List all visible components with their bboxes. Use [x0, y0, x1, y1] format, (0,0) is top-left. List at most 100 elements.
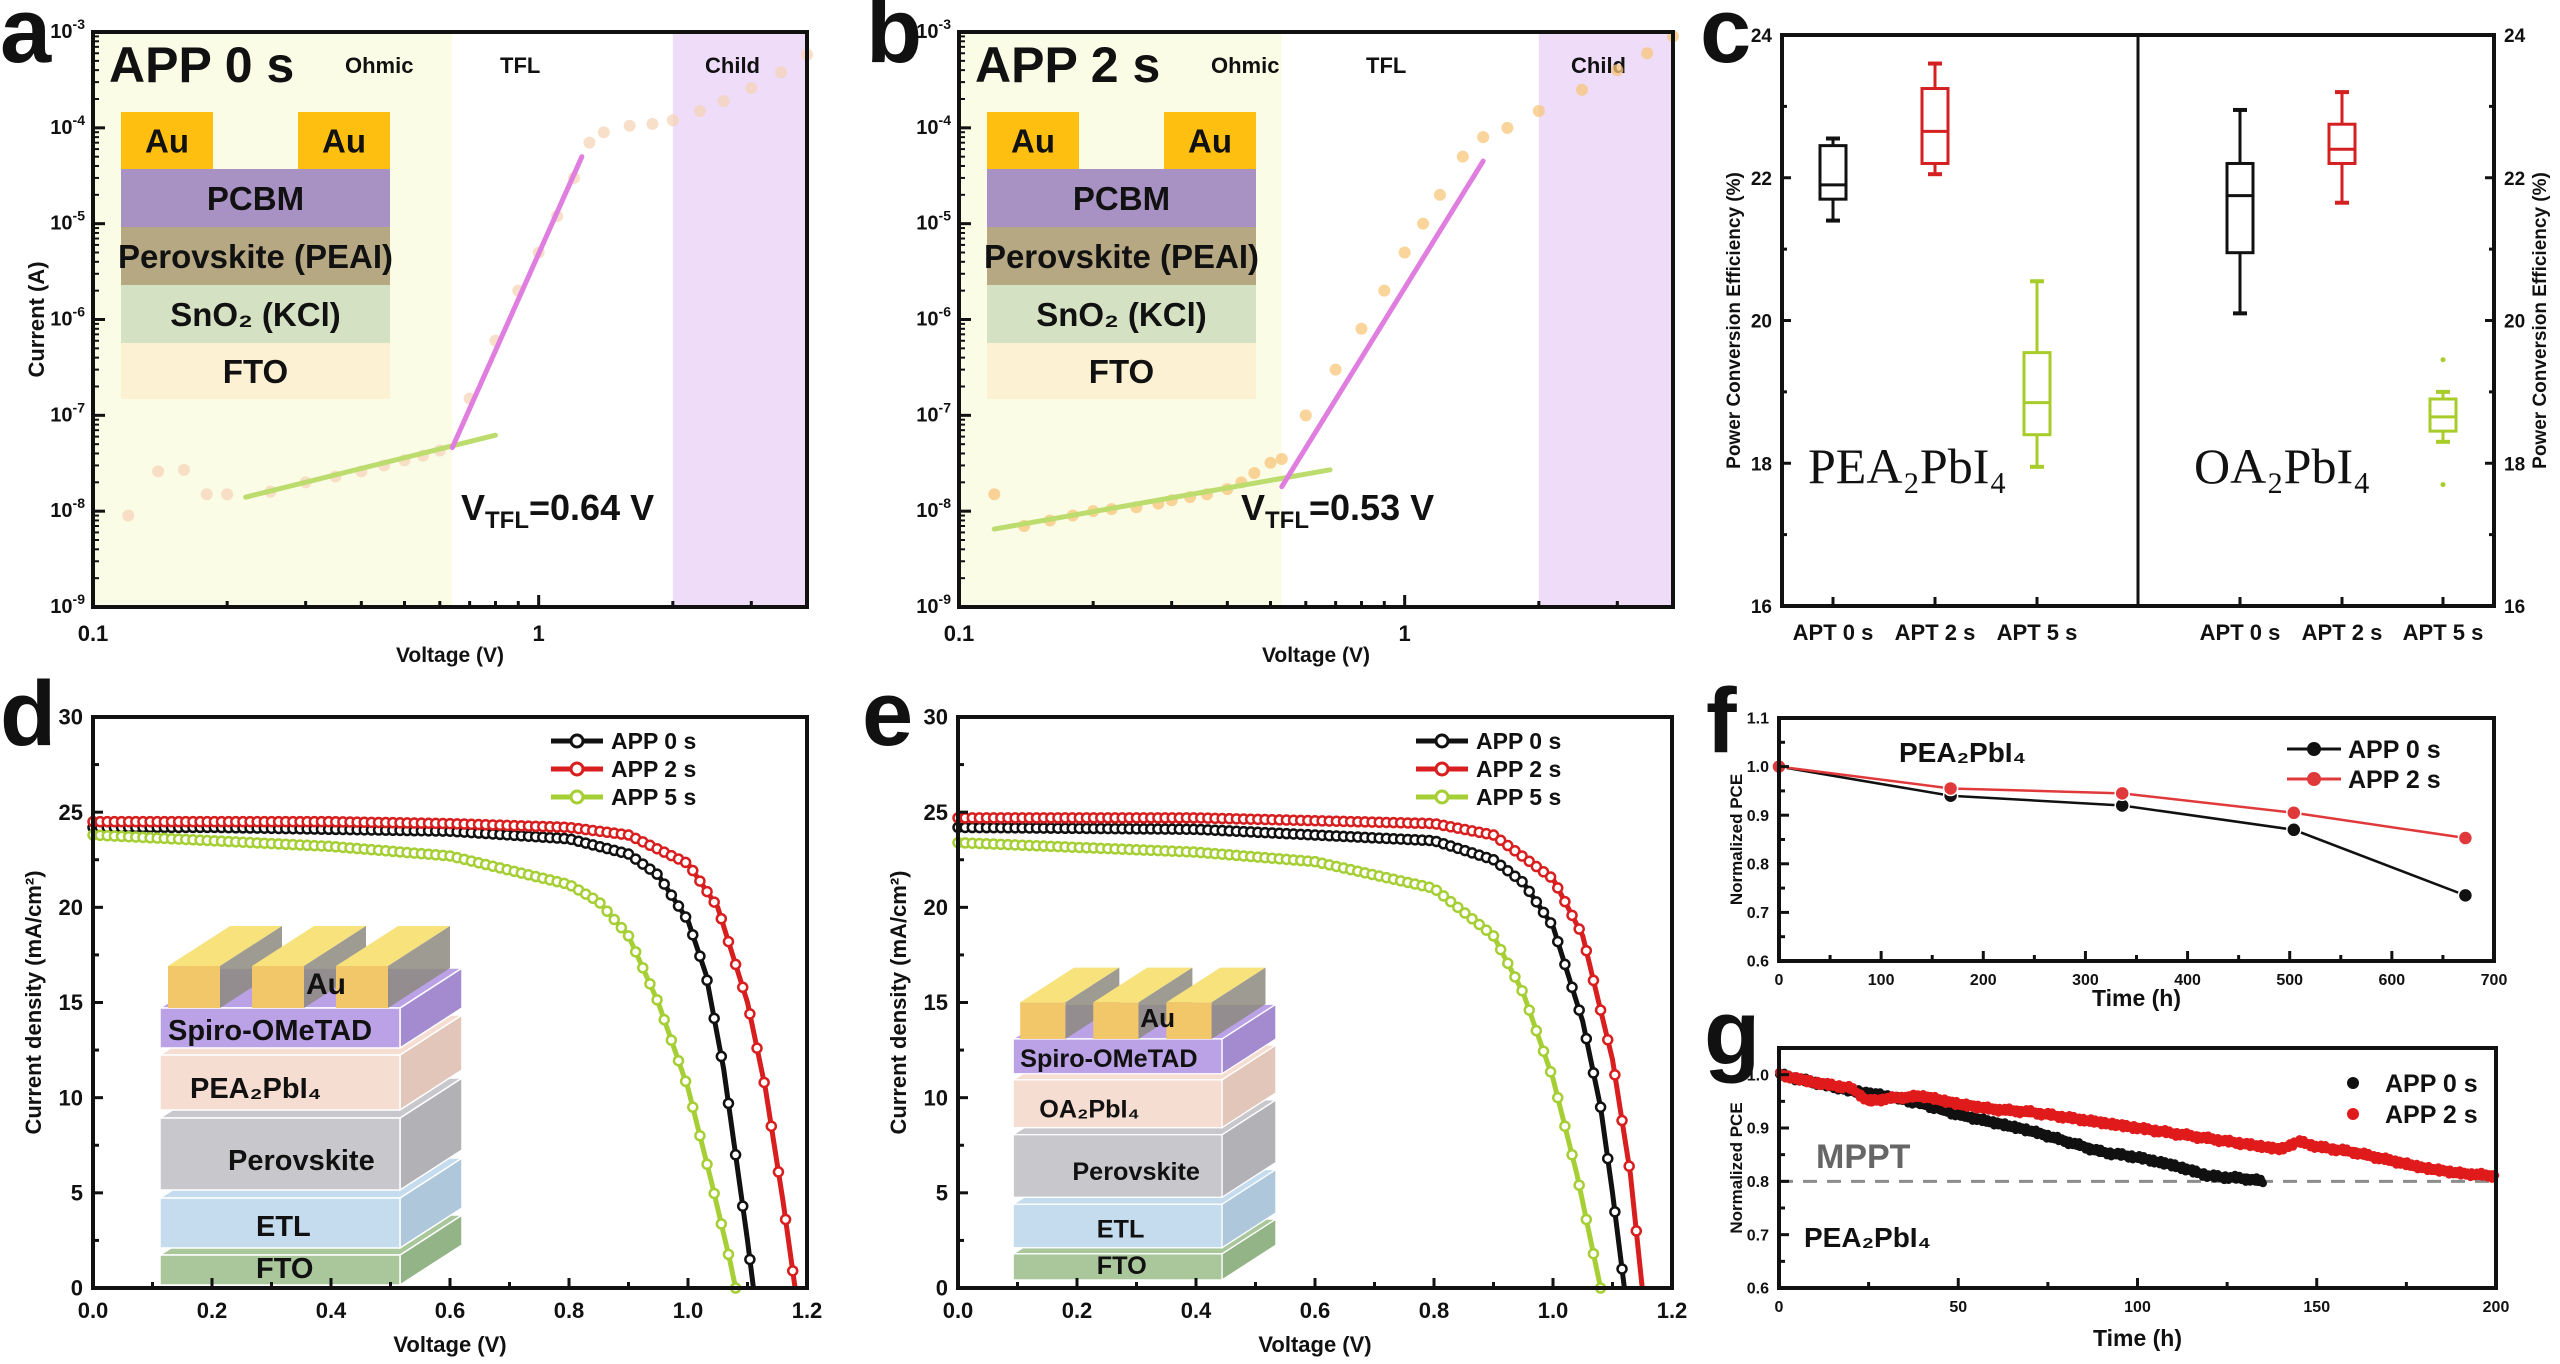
inset-layer-label: Au: [1140, 1003, 1175, 1033]
tick-base: 10: [50, 596, 72, 618]
data-marker: [1573, 1004, 1585, 1016]
data-marker: [1573, 923, 1585, 935]
y-tick-label: 10-7: [916, 399, 951, 426]
y-axis-label: Current density (mA/cm²): [21, 870, 46, 1134]
category-label: APT 0 s: [2200, 620, 2281, 645]
inset-layer-label: Au: [306, 968, 346, 1001]
data-marker: [715, 1218, 728, 1230]
electrode-top: [168, 926, 282, 966]
data-marker: [1609, 1069, 1621, 1081]
data-marker: [1616, 1114, 1628, 1127]
data-marker: [1487, 854, 1500, 866]
data-marker: [1473, 918, 1485, 931]
x-tick-label: 0: [1775, 972, 1784, 989]
region-tfl: [452, 32, 673, 607]
data-marker: [679, 911, 692, 923]
y-tick-label: 16: [1751, 597, 1772, 618]
data-marker: [744, 1008, 756, 1020]
fit-line-tfl: [449, 154, 585, 451]
group-label: PEA₂PbI₄: [1808, 438, 2007, 494]
data-marker: [701, 885, 713, 898]
x-tick-label: 50: [1949, 1299, 1967, 1316]
x-tick-label: 400: [2174, 972, 2201, 989]
y-axis-label-right: Power Conversion Efficiency (%): [2530, 172, 2551, 469]
data-marker: [1459, 907, 1471, 919]
inset-layer-label: OA₂PbI₄: [1039, 1095, 1139, 1123]
electrode-front: [168, 966, 220, 1008]
data-point: [988, 488, 1001, 501]
box-iqr: [1818, 144, 1848, 201]
inset-layer-label: SnO₂ (KCl): [1036, 296, 1206, 333]
series-app-2-s: [1771, 758, 2474, 846]
category-label: APT 5 s: [2403, 620, 2484, 645]
data-marker: [722, 1248, 735, 1261]
inset-layer: [987, 169, 1256, 227]
data-point: [122, 509, 135, 522]
inset-layer-label: Au: [322, 123, 366, 160]
layer-front: [1012, 1253, 1223, 1281]
tick-exponent: -5: [73, 208, 86, 224]
tick-exponent: -5: [939, 208, 952, 224]
tick-base: 10: [50, 21, 72, 43]
tick-exponent: -7: [939, 399, 952, 415]
region-label: TFL: [500, 53, 540, 78]
tick-exponent: -6: [73, 304, 86, 320]
series-app-2-s: [952, 812, 1645, 1289]
x-axis-label: Time (h): [2092, 985, 2181, 1011]
y-tick-label-right: 20: [2504, 312, 2525, 333]
plot-frame: [1777, 716, 2496, 963]
panel-title: APP 2 s: [975, 37, 1160, 93]
x-tick-label: 200: [1970, 972, 1997, 989]
vtfl-value: =0.53 V: [1309, 487, 1434, 528]
category-label: APT 0 s: [1793, 620, 1874, 645]
data-marker: [1494, 943, 1507, 956]
data-marker: [736, 1200, 749, 1212]
legend-marker: [1434, 761, 1450, 777]
series-app-5-s: [952, 836, 1607, 1294]
data-point: [583, 136, 596, 149]
inset-layer: [121, 227, 390, 285]
data-point: [775, 66, 788, 79]
data-point: [693, 104, 706, 117]
data-marker: [687, 864, 699, 877]
inset-layer-label: Perovskite: [228, 1145, 375, 1177]
x-tick-label: 0.8: [1419, 1298, 1450, 1323]
data-marker: [701, 974, 713, 987]
inset-layer: [121, 112, 213, 169]
data-marker: [687, 929, 699, 941]
region-label: Ohmic: [345, 53, 413, 78]
data-marker: [1587, 1067, 1600, 1079]
data-marker: [679, 856, 692, 869]
legend-label: APP 2 s: [2348, 766, 2441, 794]
category-label: APT 5 s: [1997, 620, 2078, 645]
box-apt-0-s: [2225, 107, 2255, 316]
data-marker: [1566, 981, 1578, 994]
vtfl-subscript: TFL: [485, 507, 529, 534]
data-marker: [1516, 984, 1528, 997]
data-point: [1299, 409, 1312, 422]
vtfl-value: =0.64 V: [529, 487, 654, 528]
tick-exponent: -8: [73, 495, 86, 511]
plot-frame: [956, 715, 1674, 1290]
x-tick-label: 0.2: [197, 1298, 228, 1323]
legend-label: APP 2 s: [611, 756, 696, 782]
data-point: [1611, 64, 1624, 77]
data-marker: [1437, 890, 1450, 902]
x-tick-label: 150: [2303, 1299, 2330, 1316]
panel-letter: a: [0, 0, 52, 82]
y-tick-label: 0.6: [1747, 1281, 1769, 1298]
fit-line-ohmic: [991, 467, 1333, 532]
layer-front: [1012, 1038, 1223, 1075]
x-tick-label: 100: [1868, 972, 1895, 989]
tick-base: 10: [50, 117, 72, 139]
data-marker: [758, 1076, 770, 1089]
y-tick-label: 10-8: [916, 495, 951, 522]
data-marker: [2286, 805, 2302, 821]
panel-e: Au Spiro-OMeTAD OA₂PbI₄ Perovskite ETL FTO APP…: [862, 663, 1687, 1357]
legend-label: APP 2 s: [2385, 1101, 2478, 1129]
y-axis-label: Current (A): [24, 261, 49, 377]
data-marker: [1623, 1160, 1635, 1172]
inset-layer-label: Spiro-OMeTAD: [168, 1015, 372, 1047]
x-tick-label: 0.0: [943, 1298, 974, 1323]
data-marker: [1430, 884, 1443, 896]
